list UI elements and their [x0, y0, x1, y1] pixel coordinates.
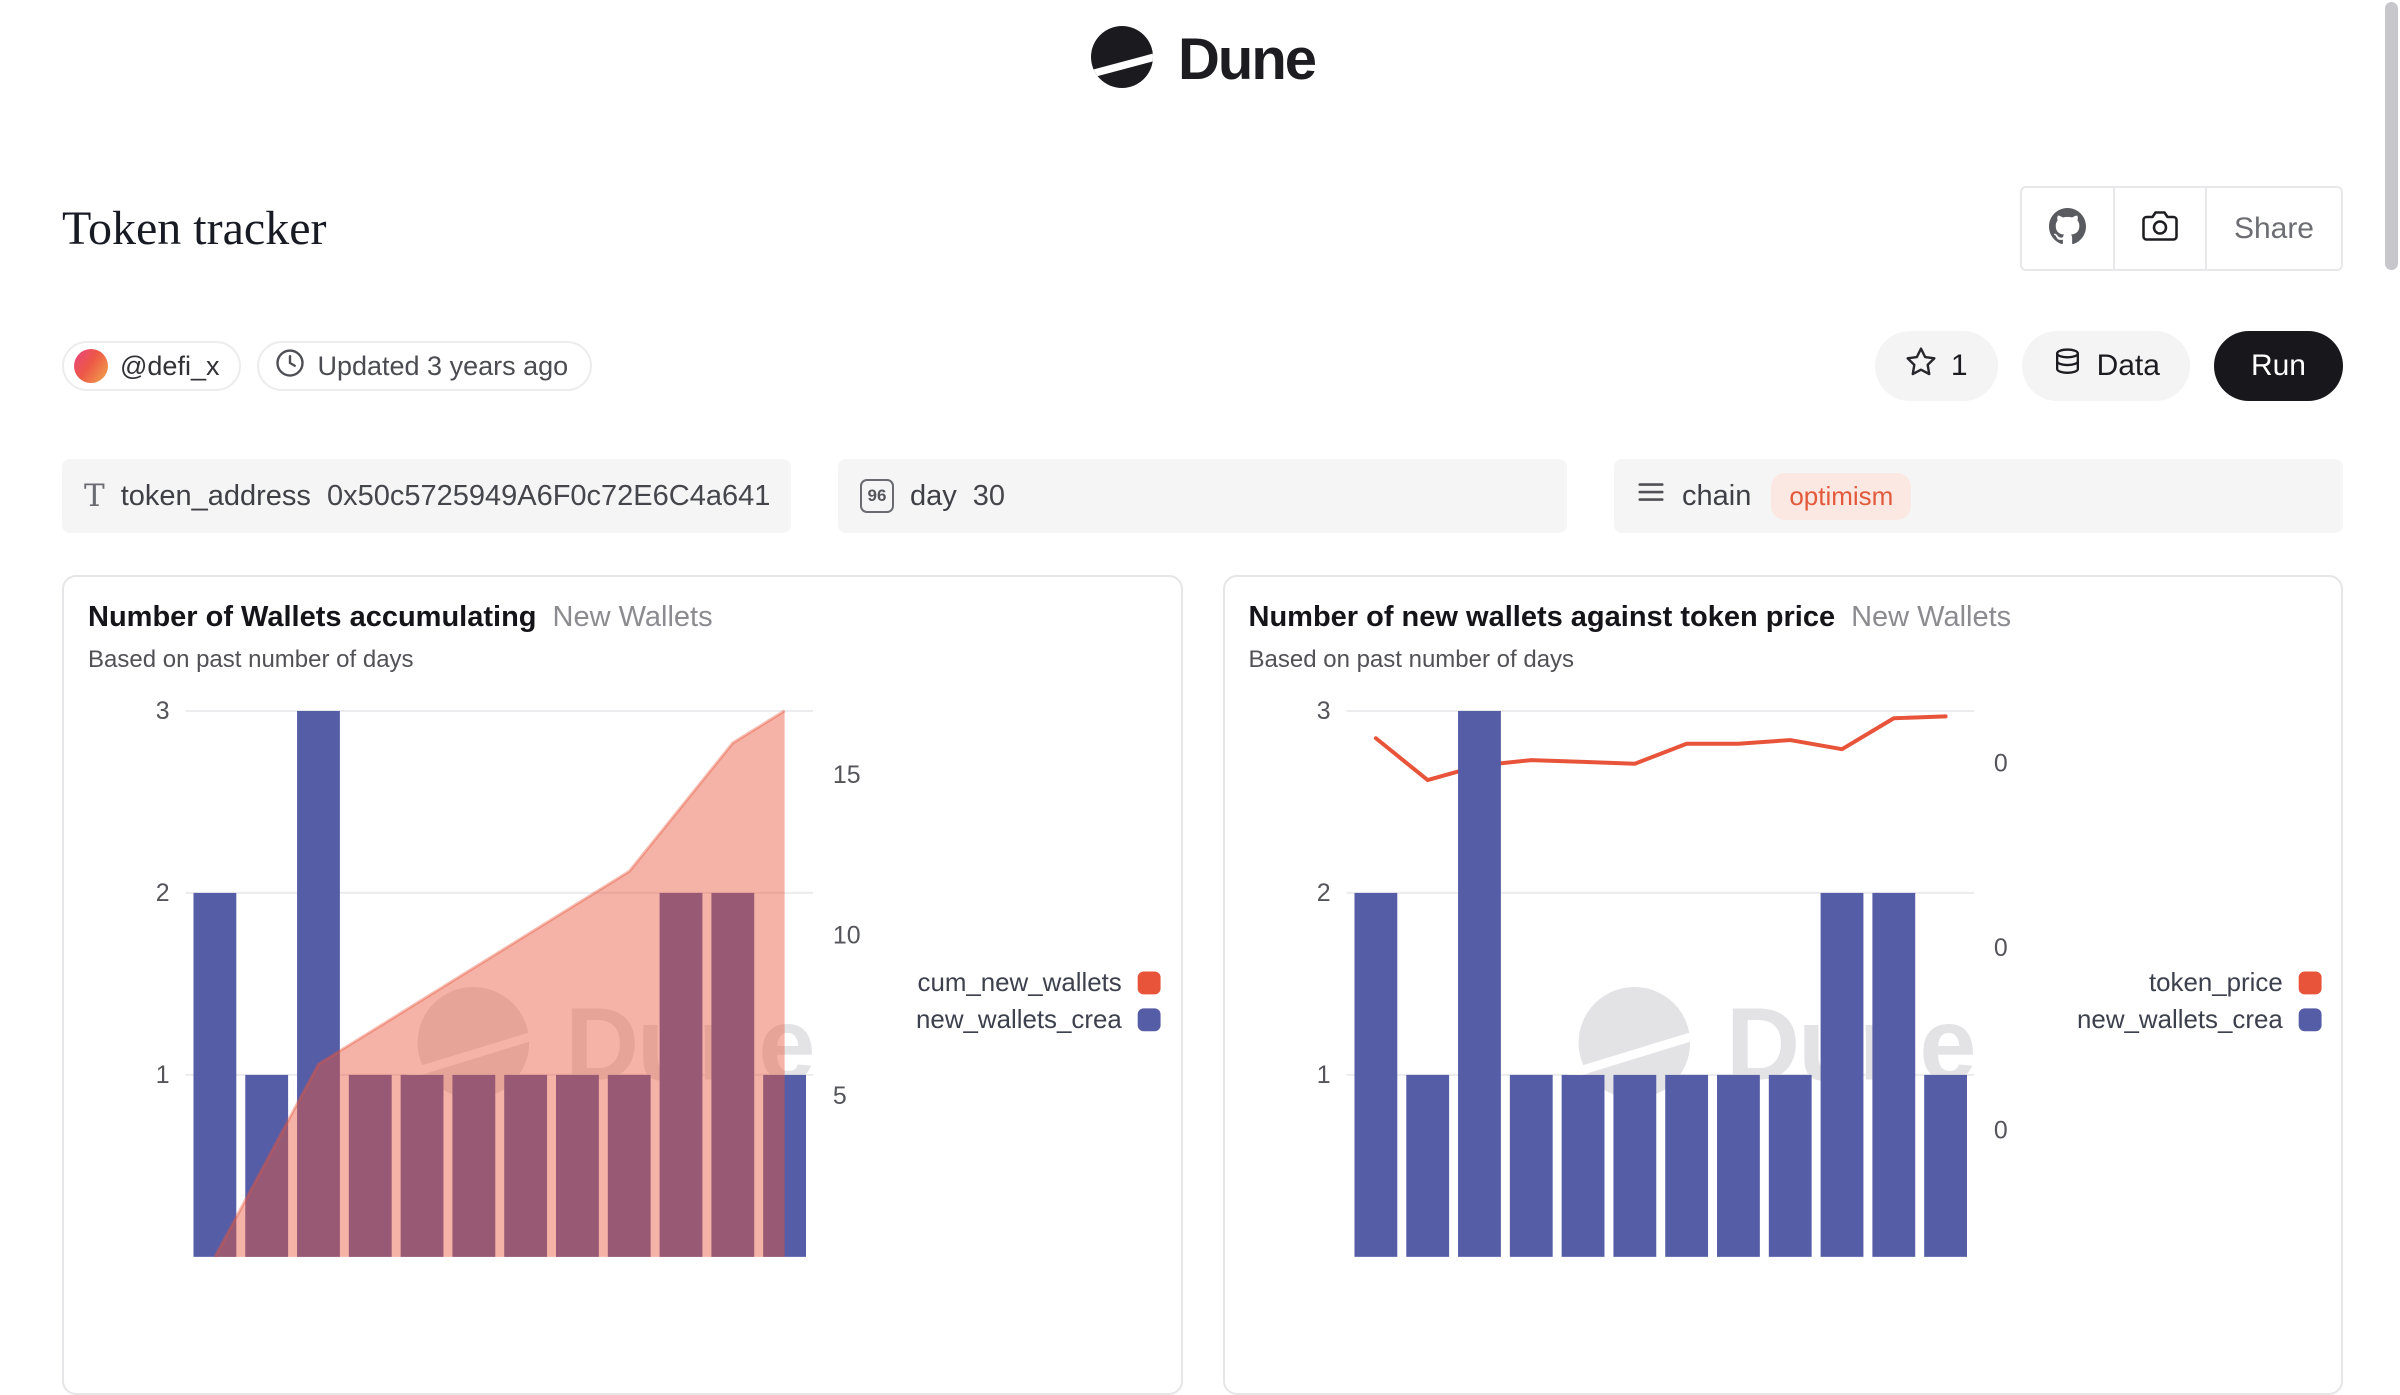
star-count: 1: [1950, 349, 1968, 382]
charts-row: Number of Wallets accumulating New Wallet…: [62, 575, 2343, 1395]
meta-row: @defi_x Updated 3 years ago 1 Data: [62, 331, 2343, 401]
title-row: Token tracker Share: [62, 186, 2343, 271]
svg-text:5: 5: [833, 1082, 847, 1110]
run-button-label: Run: [2250, 349, 2306, 382]
page-scrollbar-thumb[interactable]: [2385, 2, 2398, 270]
param-value: 30: [972, 479, 1006, 512]
author-badge[interactable]: @defi_x: [62, 341, 242, 391]
share-button[interactable]: Share: [2204, 188, 2341, 269]
svg-text:2: 2: [1316, 879, 1330, 907]
github-button[interactable]: [2022, 188, 2113, 269]
brand-header: Dune: [62, 0, 2343, 92]
param-chain[interactable]: chain optimism: [1614, 459, 2343, 533]
brand-wordmark[interactable]: Dune: [1178, 26, 1317, 92]
author-handle: @defi_x: [120, 350, 220, 381]
chart-header: Number of Wallets accumulating New Wallet…: [64, 577, 1181, 674]
star-icon: [1905, 346, 1937, 386]
param-day[interactable]: 96 day 30: [838, 459, 1567, 533]
param-value: 0x50c5725949A6F0c72E6C4a641: [326, 479, 771, 512]
chart-header: Number of new wallets against token pric…: [1225, 577, 2342, 674]
svg-text:10: 10: [833, 922, 861, 950]
chain-value-chip[interactable]: optimism: [1771, 472, 1912, 520]
svg-text:1: 1: [1316, 1061, 1330, 1089]
svg-text:15: 15: [833, 761, 861, 789]
legend-swatch: [1137, 971, 1161, 995]
chart-title-suffix: New Wallets: [1851, 601, 2012, 633]
param-label: chain: [1682, 479, 1752, 512]
chart-title-suffix: New Wallets: [552, 601, 713, 633]
text-parameter-icon: T: [84, 478, 105, 514]
dune-logo-icon[interactable]: [1090, 25, 1154, 94]
legend-label: cum_new_wallets: [918, 969, 1122, 997]
screenshot-button[interactable]: [2112, 188, 2205, 269]
share-button-label: Share: [2233, 211, 2314, 245]
list-parameter-icon: [1636, 477, 1666, 515]
updated-badge: Updated 3 years ago: [257, 341, 593, 391]
chart-subtitle: Based on past number of days: [1248, 646, 1575, 673]
legend-swatch: [2298, 1008, 2322, 1032]
author-avatar: [74, 349, 108, 383]
svg-text:1: 1: [156, 1061, 170, 1089]
run-button[interactable]: Run: [2213, 331, 2343, 401]
github-icon: [2048, 207, 2086, 250]
database-icon: [2052, 347, 2083, 386]
star-button[interactable]: 1: [1874, 331, 1998, 401]
meta-right: 1 Data Run: [1874, 331, 2343, 401]
meta-left: @defi_x Updated 3 years ago: [62, 341, 593, 391]
legend-swatch: [1137, 1008, 1161, 1032]
updated-text: Updated 3 years ago: [317, 350, 569, 381]
svg-text:2: 2: [156, 879, 170, 907]
number-parameter-icon: 96: [860, 479, 894, 513]
chart-title: Number of new wallets against token pric…: [1248, 601, 1836, 633]
chart-card-wallets-vs-price: Number of new wallets against token pric…: [1222, 575, 2343, 1395]
chart-plot-area[interactable]: 12351015Dunecum_new_walletsnew_wallets_c…: [64, 686, 1181, 1260]
clock-icon: [275, 348, 305, 385]
legend-label: new_wallets_crea: [2077, 1006, 2283, 1034]
chart-card-wallets-accumulating: Number of Wallets accumulating New Wallet…: [62, 575, 1183, 1395]
legend-swatch: [2298, 971, 2322, 995]
param-token-address[interactable]: T token_address 0x50c5725949A6F0c72E6C4a…: [62, 459, 791, 533]
data-button-label: Data: [2096, 349, 2160, 382]
page-title: Token tracker: [62, 202, 327, 255]
data-button[interactable]: Data: [2021, 331, 2190, 401]
svg-text:3: 3: [1316, 697, 1330, 725]
svg-text:3: 3: [156, 697, 170, 725]
legend-label: new_wallets_crea: [916, 1006, 1122, 1034]
legend-label: token_price: [2148, 969, 2282, 997]
svg-text:0: 0: [1993, 934, 2007, 962]
param-label: token_address: [120, 479, 311, 512]
svg-text:0: 0: [1993, 1116, 2007, 1144]
camera-icon: [2142, 208, 2178, 249]
share-toolbar: Share: [2019, 186, 2343, 271]
param-label: day: [910, 479, 957, 512]
chart-title: Number of Wallets accumulating: [88, 601, 537, 633]
svg-text:0: 0: [1993, 750, 2007, 778]
chart-subtitle: Based on past number of days: [88, 646, 414, 673]
parameters-row: T token_address 0x50c5725949A6F0c72E6C4a…: [62, 459, 2343, 533]
